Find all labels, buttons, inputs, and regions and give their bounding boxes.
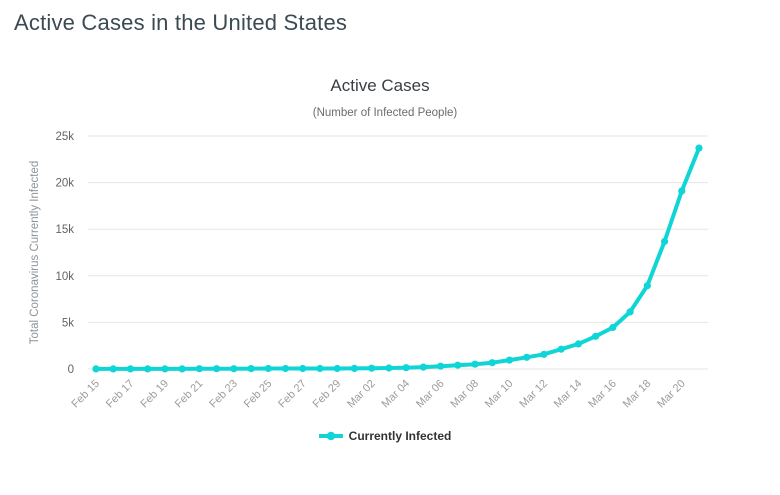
data-point[interactable] [419,363,427,371]
x-tick-label: Mar 12 [517,378,550,411]
data-point[interactable] [454,361,462,369]
data-point[interactable] [333,364,341,373]
data-point[interactable] [385,364,393,372]
x-tick-label: Mar 02 [345,378,378,411]
y-tick-label: 10k [55,271,74,283]
x-tick-label: Feb 27 [276,378,309,411]
data-point[interactable] [230,365,238,373]
y-tick-label: 5k [62,317,74,329]
chart-title: Active Cases [330,76,430,95]
data-point[interactable] [144,365,152,373]
data-point[interactable] [350,364,359,372]
x-tick-label: Feb 15 [69,378,102,411]
legend-item-currently-infected[interactable]: Currently Infected [318,429,452,443]
data-point[interactable] [523,353,531,361]
y-axis-labels: 0 5k 10k 15k 20k 25k [55,131,74,376]
y-tick-label: 25k [55,131,74,143]
page-title: Active Cases in the United States [14,10,348,35]
x-tick-label: Feb 23 [207,378,240,411]
data-point[interactable] [92,365,100,373]
data-point[interactable] [505,356,514,364]
data-point[interactable] [678,187,686,195]
data-point[interactable] [178,365,186,373]
data-point[interactable] [264,364,272,373]
legend-label: Currently Infected [348,429,452,443]
y-tick-label: 15k [55,224,74,236]
data-point[interactable] [316,364,324,373]
y-tick-label: 20k [55,178,74,190]
chart-series-currently-infected [92,144,703,373]
x-tick-label: Mar 06 [414,378,447,411]
x-tick-label: Feb 25 [242,378,275,411]
x-tick-label: Mar 08 [448,378,481,411]
data-point[interactable] [109,365,117,373]
data-point[interactable] [574,340,583,348]
data-point[interactable] [126,365,135,373]
data-point[interactable] [281,364,290,373]
x-tick-label: Feb 29 [311,378,344,411]
chart-gridlines [88,135,708,370]
data-point[interactable] [609,323,617,332]
data-point[interactable] [660,237,669,246]
legend-line-marker [318,431,343,441]
data-point[interactable] [368,364,376,372]
data-point[interactable] [626,308,634,316]
data-point[interactable] [471,360,479,368]
x-tick-label: Mar 20 [655,378,688,411]
x-tick-label: Mar 10 [483,378,516,411]
chart-subtitle: (Number of Infected People) [312,107,458,119]
y-tick-label: 0 [68,364,74,376]
x-tick-label: Mar 14 [552,378,585,411]
data-point[interactable] [643,282,651,290]
x-tick-label: Mar 16 [586,378,619,411]
data-point[interactable] [436,362,445,370]
data-point[interactable] [540,350,548,358]
x-tick-label: Mar 18 [621,378,654,411]
data-point[interactable] [299,364,307,373]
x-tick-label: Mar 04 [380,378,413,411]
legend: Currently Infected [0,429,770,443]
data-point[interactable] [213,365,221,373]
data-point[interactable] [557,345,565,353]
data-point[interactable] [488,359,496,367]
data-point[interactable] [695,144,703,152]
data-point[interactable] [592,332,600,340]
x-tick-label: Feb 17 [104,378,137,411]
x-axis-labels: Feb 15 Feb 17 Feb 19 Feb 21 Feb 23 Feb 25 Feb … [69,378,687,411]
data-point[interactable] [247,365,255,373]
data-point[interactable] [161,365,169,373]
x-tick-label: Feb 21 [173,378,206,411]
data-point[interactable] [195,365,203,373]
x-tick-label: Feb 19 [138,378,171,411]
data-point[interactable] [402,364,410,372]
